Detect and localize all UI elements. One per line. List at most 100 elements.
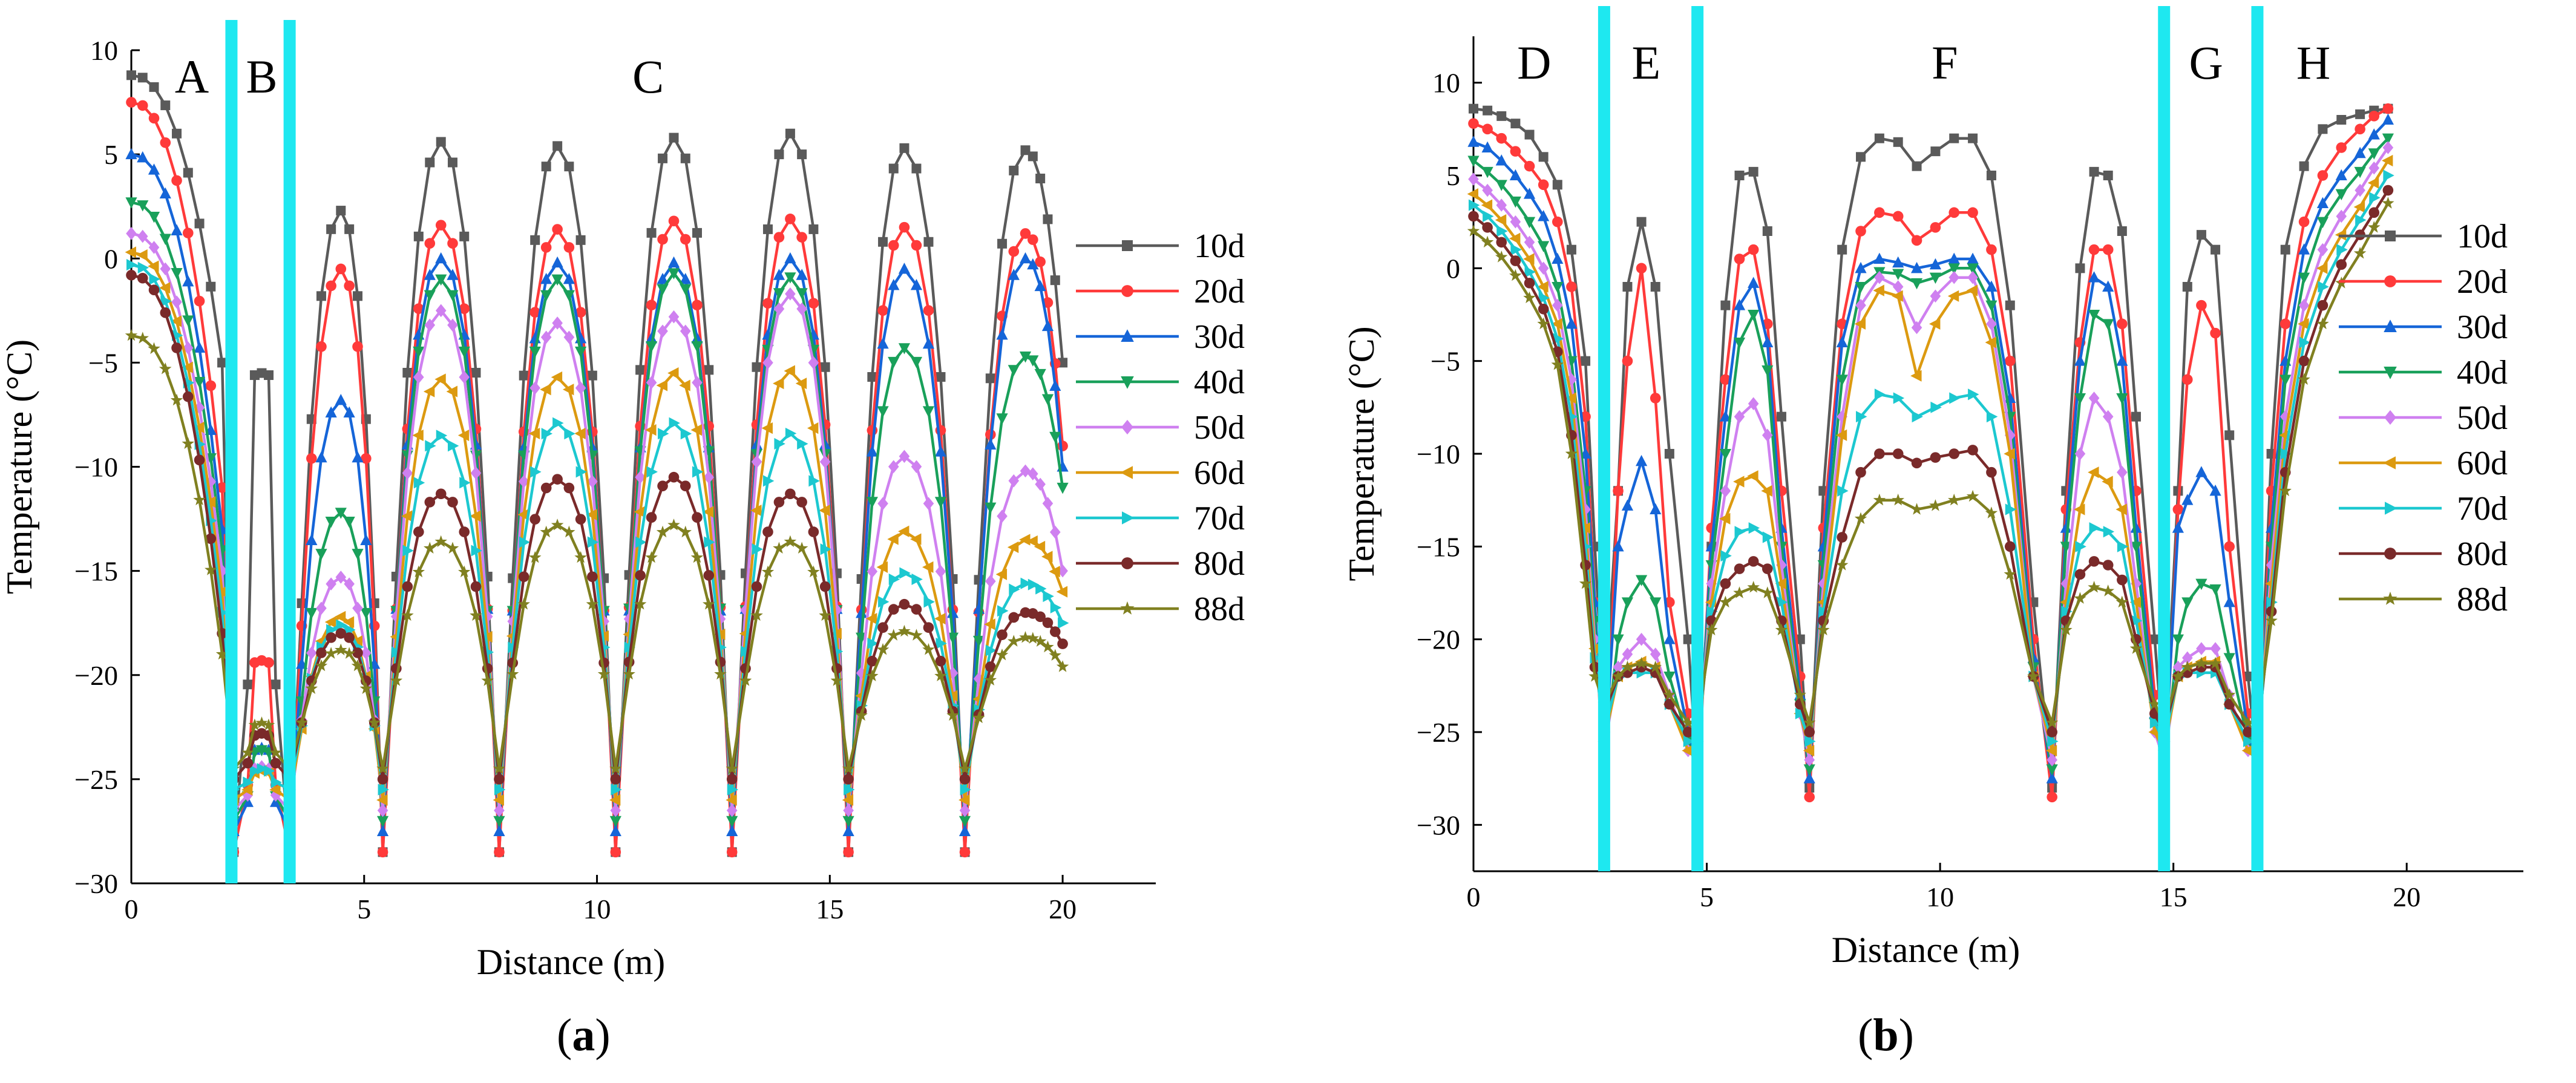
data-point-70d xyxy=(249,765,261,777)
data-point-50d xyxy=(888,460,899,474)
data-point-20d xyxy=(1027,234,1038,245)
data-point-60d xyxy=(1910,370,1922,382)
data-point-80d xyxy=(1748,556,1759,567)
legend-label: 50d xyxy=(1194,409,1245,447)
data-point-20d xyxy=(1524,160,1535,172)
data-point-30d xyxy=(866,445,878,457)
y-tick-label: 5 xyxy=(104,139,118,170)
data-point-80d xyxy=(1986,466,1997,478)
data-point-80d xyxy=(1538,304,1549,315)
legend-label: 30d xyxy=(2457,309,2508,346)
series-88d xyxy=(125,329,1069,774)
data-point-50d xyxy=(2382,141,2394,154)
data-point-40d xyxy=(1509,196,1521,208)
data-point-40d xyxy=(609,816,621,828)
data-point-50d xyxy=(1892,280,1904,293)
data-point-88d xyxy=(2223,688,2236,701)
data-point-40d xyxy=(934,497,947,508)
data-point-50d xyxy=(352,601,363,615)
data-point-60d xyxy=(865,612,877,625)
data-point-50d xyxy=(344,577,355,591)
data-point-70d xyxy=(2383,169,2394,182)
data-point-50d xyxy=(1035,477,1046,491)
data-point-60d xyxy=(540,384,551,396)
data-point-30d xyxy=(1873,252,1886,264)
data-point-50d xyxy=(402,466,413,480)
data-point-10d xyxy=(1020,145,1031,155)
data-point-30d xyxy=(447,269,459,280)
data-point-70d xyxy=(646,466,658,478)
data-point-88d xyxy=(2074,592,2086,604)
data-point-50d xyxy=(148,241,160,254)
data-point-50d xyxy=(1986,317,1997,331)
data-point-88d xyxy=(205,563,217,575)
legend-label: 30d xyxy=(1194,318,1245,356)
legend: 10d 20d 30d 40d 50d 60d 70d 80d 88d xyxy=(1076,227,1245,628)
data-point-88d xyxy=(1579,577,1592,589)
data-point-60d xyxy=(1034,540,1046,553)
data-point-20d xyxy=(1538,179,1549,191)
data-point-10d xyxy=(160,100,171,111)
data-point-70d xyxy=(1058,617,1069,629)
data-point-10d xyxy=(1650,282,1660,292)
data-point-60d xyxy=(1854,318,1866,330)
data-point-40d xyxy=(575,346,587,358)
data-point-40d xyxy=(1495,180,1507,191)
panel-label-b-open: ( xyxy=(1858,1010,1873,1061)
data-point-10d xyxy=(552,141,563,151)
data-point-20d xyxy=(923,305,934,316)
data-point-70d xyxy=(762,475,775,487)
data-point-88d xyxy=(1019,631,1032,643)
data-point-60d xyxy=(423,385,435,398)
data-point-70d xyxy=(1027,578,1040,591)
data-point-20d xyxy=(2117,318,2128,330)
data-point-70d xyxy=(575,466,588,478)
data-point-80d xyxy=(899,598,910,610)
data-point-88d xyxy=(2181,660,2194,673)
data-point-60d xyxy=(2088,466,2099,479)
data-point-20d xyxy=(1748,244,1759,255)
data-point-70d xyxy=(1748,522,1760,534)
data-point-30d xyxy=(796,269,808,280)
data-point-70d xyxy=(270,776,282,788)
legend-label: 70d xyxy=(1194,500,1245,537)
data-point-20d xyxy=(205,380,217,391)
data-point-20d xyxy=(1911,235,1922,246)
data-point-60d xyxy=(667,367,679,379)
data-point-88d xyxy=(922,643,935,655)
data-point-50d xyxy=(563,330,575,344)
data-point-70d xyxy=(1734,526,1746,538)
y-axis-label: Temperature (°C) xyxy=(1342,326,1381,581)
data-point-30d xyxy=(1892,256,1904,268)
data-point-50d xyxy=(160,262,171,276)
data-point-10d xyxy=(1469,103,1478,114)
data-point-70d xyxy=(264,765,275,777)
data-point-70d xyxy=(680,428,692,440)
data-point-60d xyxy=(898,525,909,537)
data-point-50d xyxy=(2336,209,2347,223)
zone-label-A: A xyxy=(175,50,209,103)
data-point-10d xyxy=(997,238,1008,249)
data-point-30d xyxy=(2382,113,2394,125)
data-point-88d xyxy=(262,718,275,731)
data-point-20d xyxy=(2355,123,2365,135)
data-point-60d xyxy=(434,373,446,385)
data-point-88d xyxy=(784,535,797,548)
data-point-70d xyxy=(402,545,414,557)
data-point-30d xyxy=(691,332,703,344)
data-point-80d xyxy=(270,757,281,769)
data-point-60d xyxy=(324,616,336,628)
data-point-10d xyxy=(243,679,253,690)
data-point-70d xyxy=(1050,601,1062,613)
data-point-30d xyxy=(315,451,327,463)
data-point-70d xyxy=(1510,244,1522,256)
data-point-60d xyxy=(1481,199,1493,211)
data-point-30d xyxy=(773,269,785,280)
data-point-88d xyxy=(324,647,338,659)
data-point-60d xyxy=(887,533,899,545)
legend-item-60d: 60d xyxy=(2339,445,2508,482)
data-point-70d xyxy=(785,427,797,440)
legend-item-20d: 20d xyxy=(2339,263,2508,301)
data-point-70d xyxy=(160,295,172,307)
data-point-30d xyxy=(159,187,171,199)
